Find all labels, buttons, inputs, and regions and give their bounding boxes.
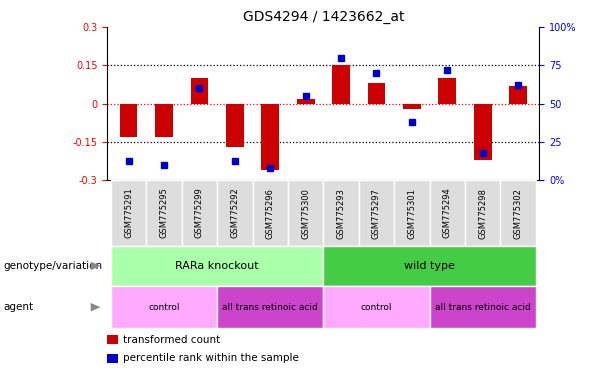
Text: agent: agent bbox=[3, 302, 33, 312]
Bar bbox=[324, 180, 359, 246]
Bar bbox=[403, 104, 421, 109]
Bar bbox=[500, 180, 536, 246]
Text: GSM775291: GSM775291 bbox=[124, 188, 133, 238]
Text: RARa knockout: RARa knockout bbox=[175, 261, 259, 271]
Bar bbox=[368, 83, 386, 104]
Text: percentile rank within the sample: percentile rank within the sample bbox=[123, 353, 299, 363]
Bar bbox=[147, 180, 181, 246]
Text: wild type: wild type bbox=[404, 261, 455, 271]
Bar bbox=[226, 104, 243, 147]
Bar bbox=[217, 180, 253, 246]
Bar bbox=[359, 180, 394, 246]
Bar bbox=[509, 86, 527, 104]
Text: GSM775297: GSM775297 bbox=[372, 188, 381, 238]
Text: GSM775301: GSM775301 bbox=[408, 188, 416, 238]
Text: GSM775302: GSM775302 bbox=[514, 188, 523, 238]
Bar bbox=[253, 180, 288, 246]
Polygon shape bbox=[91, 262, 101, 270]
Bar bbox=[181, 180, 217, 246]
Bar bbox=[111, 246, 324, 286]
Bar bbox=[474, 104, 492, 160]
Text: GSM775295: GSM775295 bbox=[159, 188, 169, 238]
Text: all trans retinoic acid: all trans retinoic acid bbox=[223, 303, 318, 312]
Bar bbox=[261, 104, 279, 170]
Bar bbox=[191, 78, 208, 104]
Bar bbox=[430, 180, 465, 246]
Polygon shape bbox=[91, 303, 101, 311]
Bar bbox=[111, 286, 217, 328]
Text: GSM775298: GSM775298 bbox=[478, 188, 487, 238]
Title: GDS4294 / 1423662_at: GDS4294 / 1423662_at bbox=[243, 10, 404, 25]
Bar bbox=[297, 99, 314, 104]
Bar bbox=[430, 286, 536, 328]
Text: control: control bbox=[148, 303, 180, 312]
Bar bbox=[465, 180, 500, 246]
Text: all trans retinoic acid: all trans retinoic acid bbox=[435, 303, 531, 312]
Bar bbox=[155, 104, 173, 137]
Bar bbox=[217, 286, 324, 328]
Bar bbox=[438, 78, 456, 104]
Text: control: control bbox=[360, 303, 392, 312]
Text: transformed count: transformed count bbox=[123, 335, 220, 345]
Text: GSM775293: GSM775293 bbox=[337, 188, 346, 238]
Text: GSM775300: GSM775300 bbox=[301, 188, 310, 238]
Bar bbox=[394, 180, 430, 246]
Text: genotype/variation: genotype/variation bbox=[3, 261, 102, 271]
Bar bbox=[332, 65, 350, 104]
Text: GSM775299: GSM775299 bbox=[195, 188, 204, 238]
Bar bbox=[288, 180, 324, 246]
Bar bbox=[111, 180, 147, 246]
Text: GSM775296: GSM775296 bbox=[265, 188, 275, 238]
Text: GSM775292: GSM775292 bbox=[230, 188, 239, 238]
Bar bbox=[324, 246, 536, 286]
Text: GSM775294: GSM775294 bbox=[443, 188, 452, 238]
Bar bbox=[324, 286, 430, 328]
Bar bbox=[120, 104, 137, 137]
